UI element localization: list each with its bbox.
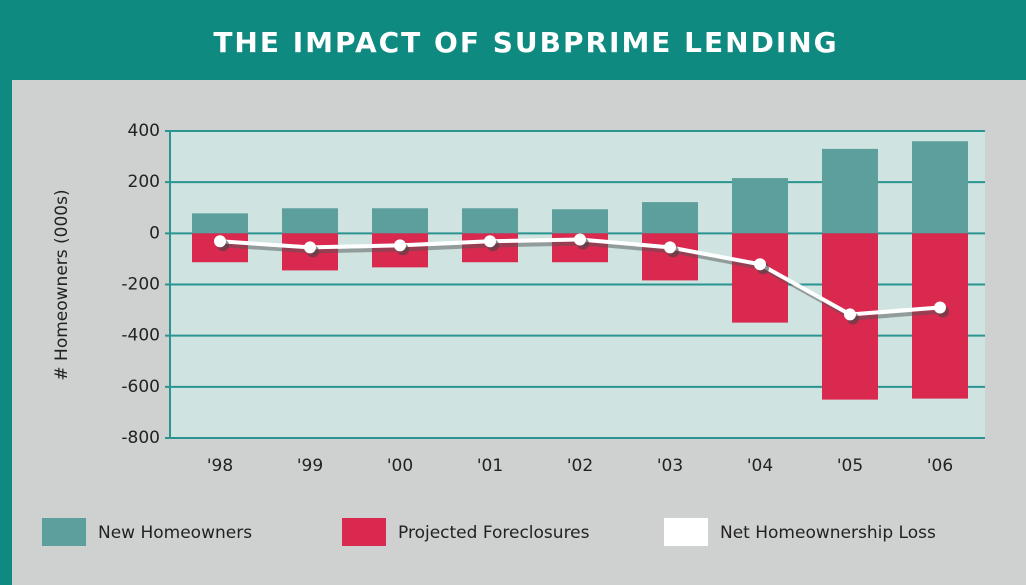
- y-tick-label: 400: [128, 121, 160, 141]
- point: [664, 241, 676, 254]
- point: [574, 233, 586, 246]
- left-border: [0, 0, 12, 585]
- x-tick-label: '05: [837, 456, 863, 476]
- y-tick-label: -400: [121, 326, 160, 346]
- legend-swatch: [42, 518, 86, 546]
- header: [0, 0, 1026, 80]
- bar: [822, 148, 878, 234]
- point: [754, 258, 766, 271]
- point: [934, 301, 946, 314]
- bar: [642, 233, 698, 281]
- legend-label: New Homeowners: [98, 523, 252, 543]
- y-tick-label: -800: [121, 428, 160, 448]
- bar: [192, 213, 248, 234]
- y-tick-label: -600: [121, 377, 160, 397]
- chart-title: THE IMPACT OF SUBPRIME LENDING: [213, 26, 838, 59]
- point: [304, 241, 316, 254]
- bar: [732, 178, 788, 234]
- bar: [372, 208, 428, 234]
- legend-swatch: [664, 518, 708, 546]
- y-tick-label: -200: [121, 275, 160, 295]
- x-tick-label: '06: [927, 456, 953, 476]
- legend-label: Net Homeownership Loss: [720, 523, 936, 543]
- point: [214, 235, 226, 248]
- y-tick-label: 0: [149, 223, 160, 243]
- point: [484, 235, 496, 248]
- bar: [462, 208, 518, 234]
- bar: [912, 141, 968, 234]
- point: [394, 239, 406, 252]
- y-axis-label: # Homeowners (000s): [52, 189, 72, 380]
- legend-label: Projected Foreclosures: [398, 523, 590, 543]
- bar: [552, 209, 608, 234]
- x-tick-label: '03: [657, 456, 683, 476]
- x-tick-label: '01: [477, 456, 503, 476]
- x-tick-label: '02: [567, 456, 593, 476]
- x-tick-label: '00: [387, 456, 413, 476]
- y-tick-label: 200: [128, 172, 160, 192]
- x-tick-label: '99: [297, 456, 323, 476]
- bar: [642, 202, 698, 234]
- x-tick-label: '98: [207, 456, 233, 476]
- legend-swatch: [342, 518, 386, 546]
- bar: [282, 208, 338, 234]
- point: [844, 308, 856, 321]
- x-tick-label: '04: [747, 456, 773, 476]
